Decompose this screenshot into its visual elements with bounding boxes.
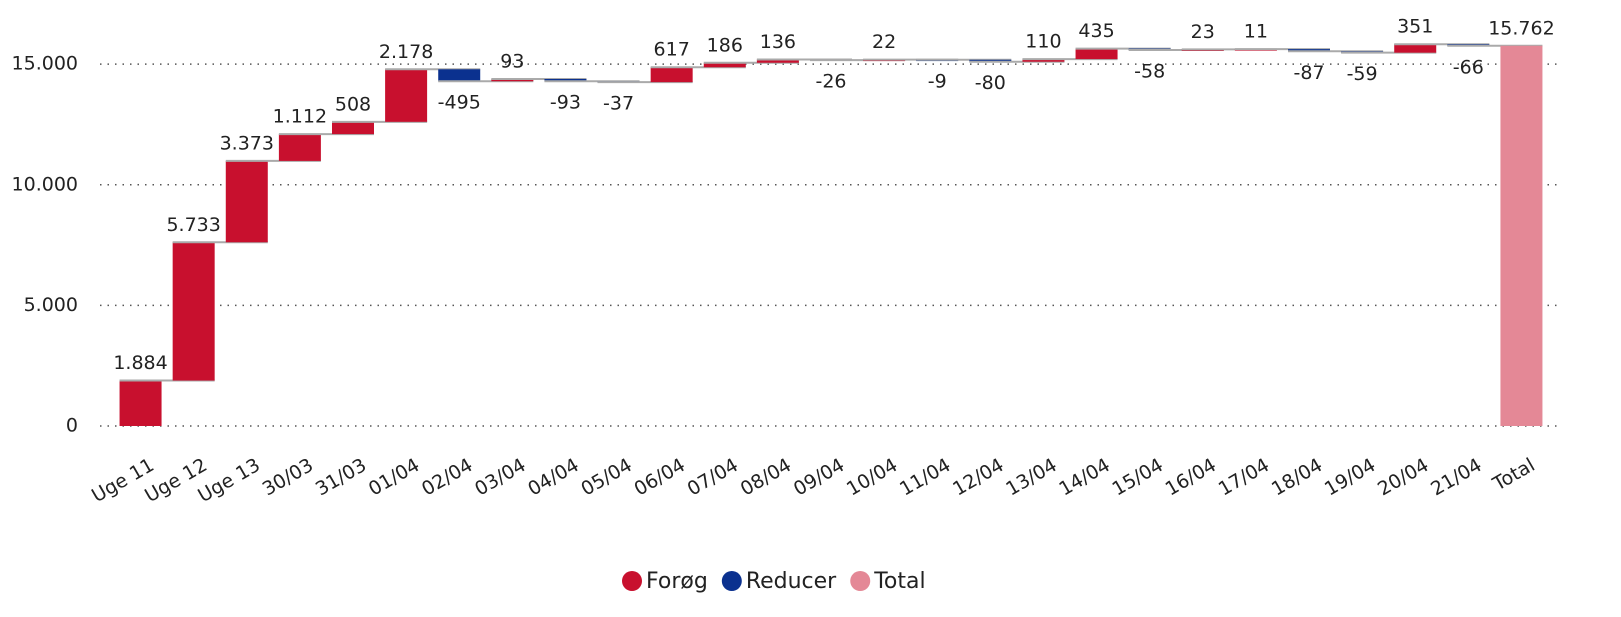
x-tick-label: 13/04 <box>1002 454 1060 500</box>
x-tick-label: 12/04 <box>949 454 1007 500</box>
x-tick-label: 11/04 <box>896 454 954 500</box>
bar <box>225 160 268 243</box>
x-tick-label: 16/04 <box>1162 454 1220 500</box>
x-tick-label: 17/04 <box>1215 454 1273 500</box>
x-tick-label: 21/04 <box>1427 454 1485 500</box>
y-tick-label: 15.000 <box>12 53 78 75</box>
legend: Forøg Reducer Total <box>622 569 926 594</box>
bar <box>332 121 374 135</box>
data-label: -26 <box>815 71 846 93</box>
x-tick-label: 10/04 <box>843 454 901 500</box>
bar <box>491 78 534 82</box>
x-tick-label: 08/04 <box>737 454 795 500</box>
x-tick-label: 07/04 <box>684 454 742 500</box>
data-label: 508 <box>335 93 371 115</box>
bar <box>756 59 799 63</box>
data-label: -66 <box>1453 56 1484 78</box>
data-label: 136 <box>760 31 796 53</box>
data-label: 3.373 <box>220 132 274 154</box>
x-tick-label: 30/03 <box>259 454 317 500</box>
bar <box>1500 45 1543 426</box>
bar <box>119 380 162 426</box>
legend-label: Reducer <box>746 569 837 594</box>
data-label: 2.178 <box>379 41 433 63</box>
data-label: 1.112 <box>273 106 327 128</box>
legend-label: Total <box>873 569 925 594</box>
data-label: -58 <box>1134 60 1165 82</box>
legend-label: Forøg <box>646 569 708 594</box>
legend-swatch <box>850 571 871 591</box>
data-label: 5.733 <box>166 214 220 236</box>
data-label: 435 <box>1078 20 1114 42</box>
bar <box>1288 49 1330 52</box>
bar <box>1022 59 1065 62</box>
bar <box>438 69 481 82</box>
data-label: 617 <box>654 39 690 61</box>
bar <box>650 67 693 83</box>
x-tick-label: 01/04 <box>365 454 423 500</box>
legend-swatch <box>622 571 642 591</box>
bar <box>1075 48 1118 60</box>
data-label: 351 <box>1397 16 1433 38</box>
x-tick-label: Total <box>1488 454 1538 496</box>
x-tick-label: 14/04 <box>1055 454 1113 500</box>
data-label: 110 <box>1025 31 1061 53</box>
x-tick-label: 15/04 <box>1108 454 1166 500</box>
data-label: 186 <box>707 34 743 56</box>
x-tick-label: 19/04 <box>1321 454 1379 500</box>
data-label: 1.884 <box>113 352 167 374</box>
x-tick-label: 04/04 <box>524 454 582 500</box>
x-tick-label: 18/04 <box>1268 454 1326 500</box>
data-label: 11 <box>1244 21 1268 43</box>
data-label: 93 <box>500 50 524 72</box>
x-tick-label: 06/04 <box>630 454 688 500</box>
y-tick-label: 5.000 <box>24 294 78 316</box>
x-tick-label: 31/03 <box>312 454 370 500</box>
data-label: -93 <box>550 92 581 114</box>
data-label: -59 <box>1347 63 1378 85</box>
legend-swatch <box>721 571 742 591</box>
x-tick-label: 05/04 <box>577 454 635 500</box>
data-label: -87 <box>1293 62 1324 84</box>
bar <box>703 62 746 68</box>
x-tick-label: 02/04 <box>418 454 476 500</box>
bar <box>385 69 428 122</box>
x-tick-label: 20/04 <box>1374 454 1432 500</box>
data-label: -9 <box>928 70 947 92</box>
bar <box>172 242 215 381</box>
bar <box>1394 44 1437 53</box>
y-tick-label: 10.000 <box>12 173 78 195</box>
data-label: -80 <box>975 72 1006 94</box>
bar <box>278 134 321 161</box>
y-tick-label: 0 <box>66 415 78 437</box>
data-label: 23 <box>1191 21 1215 43</box>
x-tick-label: Uge 13 <box>194 454 264 507</box>
x-tick-label: 09/04 <box>790 454 848 500</box>
x-tick-label: 03/04 <box>471 454 529 500</box>
data-label: -37 <box>603 93 634 115</box>
data-label: 22 <box>872 31 896 53</box>
data-label: -495 <box>438 92 481 114</box>
bar <box>544 78 587 82</box>
data-label: 15.762 <box>1488 17 1554 39</box>
